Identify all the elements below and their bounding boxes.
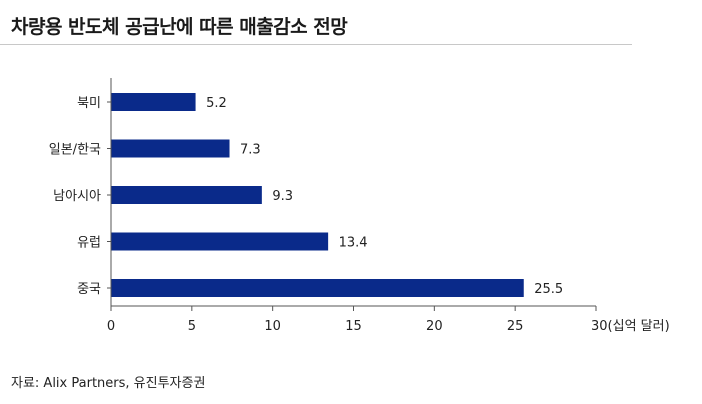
- category-label: 유럽: [77, 236, 101, 251]
- title-divider: [0, 44, 632, 45]
- chart-title: 차량용 반도체 공급난에 따른 매출감소 전망: [11, 16, 348, 38]
- x-axis-unit-label: (십억 달러): [608, 319, 670, 334]
- x-tick-label: 25: [507, 319, 524, 334]
- bar: [111, 186, 262, 204]
- data-label: 7.3: [240, 143, 261, 158]
- x-tick-label: 20: [426, 319, 443, 334]
- category-label: 중국: [77, 282, 101, 297]
- bar: [111, 93, 196, 111]
- category-label: 북미: [77, 96, 101, 111]
- data-label: 9.3: [272, 189, 293, 204]
- bar: [111, 232, 329, 251]
- bar-chart: 북미 5.2 일본/한국 7.3 남아시아 9.3 유럽 13.4 중국 25.5 0 5 10 15 20…: [49, 78, 670, 334]
- source-note: 자료: Alix Partners, 유진투자증권: [11, 376, 206, 391]
- data-label: 25.5: [534, 282, 563, 297]
- data-label: 5.2: [206, 96, 227, 111]
- x-tick-label: 0: [107, 319, 115, 334]
- x-tick-label: 10: [264, 319, 281, 334]
- data-label: 13.4: [339, 236, 368, 251]
- x-tick-label: 5: [188, 319, 196, 334]
- category-label: 일본/한국: [49, 143, 101, 158]
- x-tick-label: 30(십억 달러): [591, 319, 670, 334]
- category-label: 남아시아: [53, 189, 101, 204]
- bar: [111, 279, 524, 297]
- x-tick-label: 15: [345, 319, 362, 334]
- bar: [111, 139, 230, 158]
